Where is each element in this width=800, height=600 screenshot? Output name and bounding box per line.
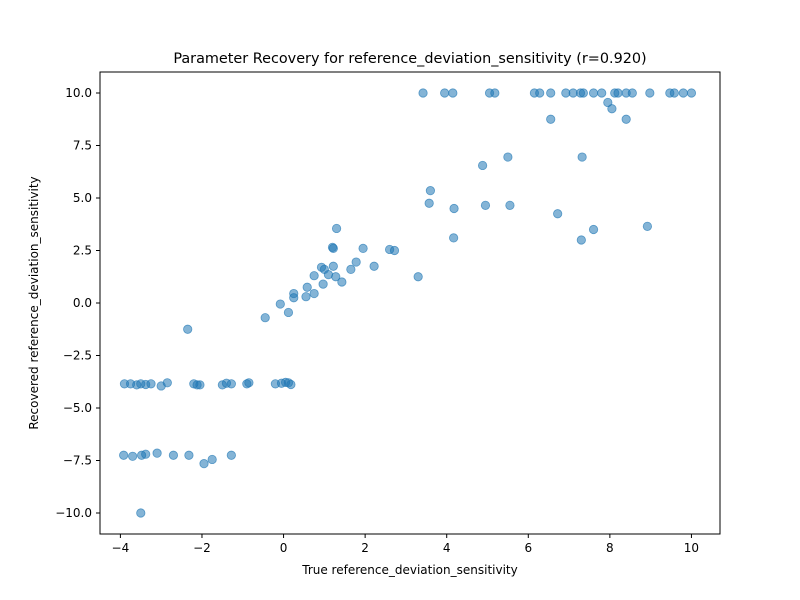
data-point [546, 114, 556, 124]
data-point [413, 272, 423, 282]
data-point [686, 88, 697, 98]
data-point [448, 88, 458, 98]
data-point [505, 200, 515, 210]
data-point [440, 88, 450, 98]
data-point [577, 152, 587, 162]
data-point [613, 88, 623, 98]
y-tick-label: 0.0 [73, 296, 92, 310]
y-axis: −10.0 −7.5 −5.0 −2.5 0.0 2.5 5.0 7.5 10.0 [55, 86, 100, 520]
data-point [286, 379, 296, 390]
data-point [199, 459, 209, 469]
y-axis-label: Recovered reference_deviation_sensitivit… [27, 176, 41, 429]
data-point [578, 88, 588, 98]
points-layer [119, 88, 697, 518]
data-point [119, 450, 129, 460]
x-tick-label: 4 [443, 541, 451, 555]
data-point [645, 88, 655, 98]
data-point [480, 200, 491, 210]
x-tick-label: 10 [684, 541, 699, 555]
data-point [309, 271, 319, 281]
data-point [136, 508, 146, 518]
data-point [283, 307, 294, 318]
data-point [302, 282, 312, 292]
data-point [318, 279, 328, 289]
data-point [678, 88, 688, 98]
y-tick-label: −2.5 [63, 349, 92, 363]
data-point [183, 324, 193, 334]
data-point [152, 448, 162, 458]
data-point [607, 104, 617, 114]
x-tick-label: 0 [280, 541, 288, 555]
data-point [289, 293, 299, 303]
data-point [478, 160, 488, 171]
data-point [207, 454, 217, 465]
data-point [588, 224, 599, 235]
x-tick-label: 8 [606, 541, 614, 555]
data-point [146, 379, 156, 389]
data-point [553, 209, 563, 219]
data-point [309, 288, 319, 299]
data-point [358, 243, 368, 253]
data-point [389, 245, 400, 256]
data-point [331, 223, 342, 234]
data-point [490, 88, 500, 98]
x-axis: −4 −2 0 2 4 6 8 10 [112, 534, 699, 555]
data-point [328, 261, 338, 271]
data-point [418, 88, 428, 98]
data-point [535, 88, 545, 98]
data-point [425, 186, 435, 196]
data-point [346, 264, 356, 274]
x-tick-label: −2 [193, 541, 211, 555]
y-tick-label: 5.0 [73, 191, 92, 205]
data-point [337, 277, 347, 287]
y-tick-label: −7.5 [63, 454, 92, 468]
data-point [128, 451, 138, 461]
data-point [195, 380, 205, 390]
data-point [669, 88, 679, 98]
y-tick-label: −5.0 [63, 401, 92, 415]
y-tick-label: 7.5 [73, 139, 92, 153]
data-point [627, 88, 637, 98]
data-point [301, 292, 311, 302]
data-point [597, 88, 607, 98]
data-point [275, 299, 285, 309]
data-point [226, 379, 236, 389]
data-point [621, 114, 631, 124]
y-tick-label: −10.0 [55, 506, 92, 520]
data-point [260, 313, 270, 323]
x-tick-label: 2 [361, 541, 369, 555]
data-point [642, 221, 652, 231]
x-axis-label: True reference_deviation_sensitivity [301, 563, 517, 577]
x-tick-label: 6 [524, 541, 532, 555]
data-point [503, 152, 513, 162]
data-point [328, 243, 338, 253]
x-tick-label: −4 [112, 541, 130, 555]
data-point [588, 88, 599, 98]
data-point [449, 203, 459, 214]
data-point [168, 450, 179, 460]
y-tick-label: 10.0 [65, 86, 92, 100]
data-point [424, 198, 434, 208]
data-point [449, 233, 459, 243]
data-point [141, 449, 151, 459]
data-point [369, 261, 379, 271]
data-point [162, 378, 172, 388]
data-point [351, 257, 361, 267]
data-point [226, 450, 236, 460]
y-tick-label: 2.5 [73, 244, 92, 258]
chart-title: Parameter Recovery for reference_deviati… [173, 51, 646, 67]
data-point [244, 378, 254, 388]
data-point [546, 88, 556, 98]
data-point [576, 235, 586, 245]
data-point [184, 450, 194, 460]
data-point [331, 272, 341, 282]
